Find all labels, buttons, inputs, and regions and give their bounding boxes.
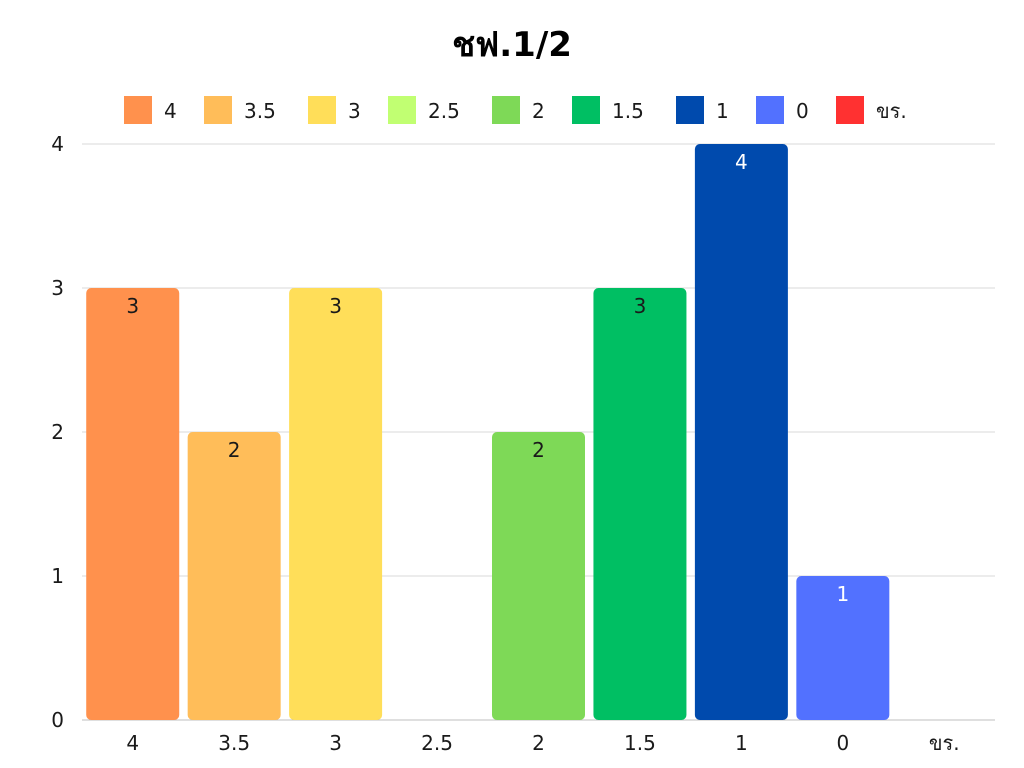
y-tick-label: 1 — [51, 564, 64, 588]
data-label: 3 — [634, 294, 647, 318]
data-labels: 3 2 3 2 3 4 1 — [126, 150, 849, 606]
y-tick-label: 2 — [51, 420, 64, 444]
bars — [86, 144, 890, 720]
bar-2[interactable] — [187, 432, 281, 720]
bar-6[interactable] — [593, 288, 687, 720]
legend-swatch — [204, 96, 232, 124]
y-tick-label: 4 — [51, 132, 64, 156]
legend-label: 3 — [348, 99, 361, 123]
x-axis-ticks: 4 3.5 3 2.5 2 1.5 1 0 ขร. — [126, 731, 959, 755]
x-tick-label: 4 — [126, 731, 139, 755]
data-label: 3 — [126, 294, 139, 318]
x-tick-label: 0 — [836, 731, 849, 755]
legend-swatch — [388, 96, 416, 124]
x-tick-label: 3.5 — [218, 731, 250, 755]
legend-label: 4 — [164, 99, 177, 123]
x-tick-label: 1 — [735, 731, 748, 755]
legend-swatch — [676, 96, 704, 124]
y-tick-label: 3 — [51, 276, 64, 300]
legend-label: 1 — [716, 99, 729, 123]
legend: 4 3.5 3 2.5 2 1.5 1 0 ขร. — [124, 96, 907, 124]
bar-7[interactable] — [694, 144, 788, 720]
legend-label: 3.5 — [244, 99, 276, 123]
data-label: 4 — [735, 150, 748, 174]
legend-label: 0 — [796, 99, 809, 123]
bar-1[interactable] — [86, 288, 180, 720]
legend-swatch — [756, 96, 784, 124]
legend-swatch — [124, 96, 152, 124]
y-axis-ticks: 0 1 2 3 4 — [51, 132, 64, 732]
data-label: 2 — [532, 438, 545, 462]
x-tick-label: 1.5 — [624, 731, 656, 755]
data-label: 1 — [836, 582, 849, 606]
legend-swatch — [572, 96, 600, 124]
legend-label: ขร. — [876, 99, 907, 123]
x-tick-label: 3 — [329, 731, 342, 755]
legend-label: 1.5 — [612, 99, 644, 123]
x-tick-label: ขร. — [929, 731, 960, 755]
y-tick-label: 0 — [51, 708, 64, 732]
chart-title: ชฟ.1/2 — [452, 25, 572, 65]
legend-label: 2.5 — [428, 99, 460, 123]
bar-8[interactable] — [796, 576, 890, 720]
data-label: 2 — [228, 438, 241, 462]
legend-swatch — [492, 96, 520, 124]
x-tick-label: 2 — [532, 731, 545, 755]
legend-swatch — [308, 96, 336, 124]
bar-3[interactable] — [289, 288, 383, 720]
bar-5[interactable] — [492, 432, 585, 720]
data-label: 3 — [329, 294, 342, 318]
x-tick-label: 2.5 — [421, 731, 453, 755]
legend-label: 2 — [532, 99, 545, 123]
legend-swatch — [836, 96, 864, 124]
